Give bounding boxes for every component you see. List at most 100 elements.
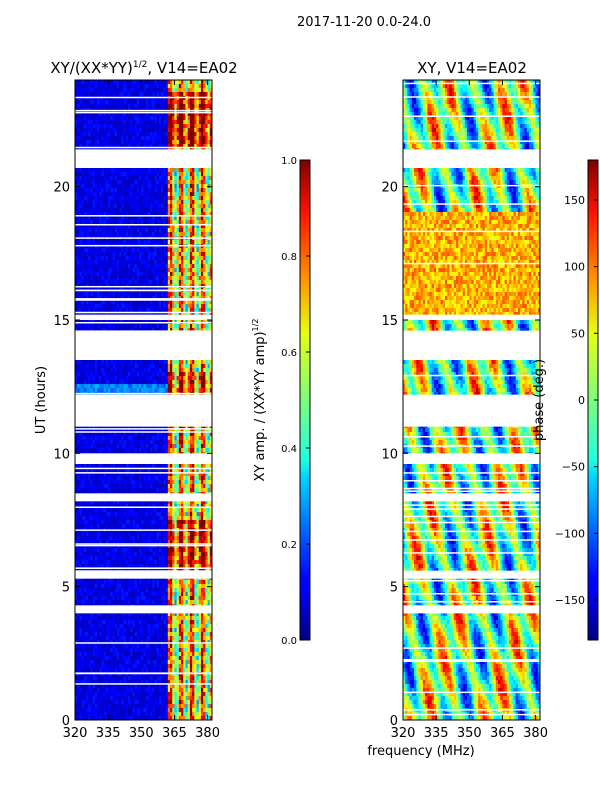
- heatmap-cell: [145, 276, 149, 281]
- heatmap-cell: [189, 80, 193, 85]
- heatmap-cell: [128, 376, 131, 381]
- heatmap-cell: [174, 372, 178, 377]
- heatmap-cell: [161, 124, 164, 129]
- heatmap-cell: [121, 272, 125, 277]
- heatmap-cell: [143, 180, 147, 185]
- heatmap-cell: [194, 232, 198, 237]
- heatmap-cell: [101, 192, 105, 197]
- heatmap-cell: [156, 172, 160, 177]
- heatmap-cell: [136, 280, 140, 285]
- heatmap-cell: [165, 100, 169, 105]
- heatmap-cell: [172, 192, 176, 197]
- heatmap-cell: [92, 272, 96, 277]
- heatmap-cell: [200, 304, 204, 309]
- heatmap-cell: [161, 140, 164, 145]
- heatmap-cell: [147, 292, 151, 297]
- heatmap-cell: [94, 272, 98, 277]
- heatmap-cell: [88, 192, 92, 197]
- heatmap-cell: [192, 364, 195, 369]
- heatmap-cell: [209, 228, 212, 233]
- heatmap-cell: [170, 172, 173, 177]
- heatmap-cell: [103, 312, 107, 317]
- heatmap-cell: [203, 240, 206, 245]
- heatmap-cell: [147, 80, 151, 85]
- heatmap-cell: [178, 176, 182, 181]
- heatmap-cell: [203, 188, 206, 193]
- heatmap-cell: [181, 232, 184, 237]
- heatmap-cell: [178, 204, 182, 209]
- heatmap-cell: [198, 188, 202, 193]
- heatmap-cell: [183, 136, 187, 141]
- heatmap-cell: [112, 196, 116, 201]
- heatmap-cell: [198, 360, 202, 365]
- heatmap-cell: [158, 232, 162, 237]
- heatmap-cell: [92, 384, 96, 389]
- heatmap-cell: [198, 92, 202, 97]
- heatmap-cell: [189, 120, 193, 125]
- heatmap-cell: [112, 212, 116, 217]
- heatmap-cell: [103, 128, 107, 133]
- heatmap-cell: [147, 120, 151, 125]
- heatmap-cell: [101, 360, 105, 365]
- heatmap-cell: [205, 144, 209, 149]
- heatmap-cell: [207, 228, 211, 233]
- heatmap-cell: [143, 304, 147, 309]
- heatmap-cell: [99, 256, 103, 261]
- heatmap-cell: [128, 120, 131, 125]
- heatmap-cell: [88, 212, 92, 217]
- heatmap-cell: [101, 380, 105, 385]
- heatmap-cell: [128, 168, 131, 173]
- heatmap-cell: [139, 96, 142, 101]
- heatmap-cell: [75, 168, 78, 173]
- heatmap-cell: [187, 220, 191, 225]
- heatmap-cell: [103, 264, 107, 269]
- heatmap-cell: [125, 116, 129, 121]
- heatmap-cell: [189, 220, 193, 225]
- heatmap-cell: [75, 264, 78, 269]
- heatmap-cell: [75, 112, 78, 117]
- heatmap-cell: [119, 372, 122, 377]
- heatmap-cell: [172, 124, 176, 129]
- heatmap-cell: [119, 276, 122, 281]
- heatmap-cell: [103, 228, 107, 233]
- heatmap-cell: [114, 112, 118, 117]
- heatmap-cell: [163, 204, 167, 209]
- heatmap-cell: [119, 140, 122, 145]
- heatmap-cell: [75, 128, 78, 133]
- heatmap-cell: [139, 304, 142, 309]
- heatmap-cell: [90, 308, 94, 313]
- heatmap-cell: [88, 176, 92, 181]
- heatmap-cell: [83, 168, 87, 173]
- heatmap-cell: [154, 224, 158, 229]
- heatmap-cell: [75, 100, 78, 105]
- heatmap-cell: [154, 260, 158, 265]
- heatmap-cell: [94, 204, 98, 209]
- heatmap-cell: [158, 264, 162, 269]
- heatmap-cell: [108, 228, 111, 233]
- heatmap-cell: [194, 188, 198, 193]
- heatmap-cell: [200, 88, 204, 93]
- heatmap-cell: [97, 96, 100, 101]
- heatmap-cell: [121, 276, 125, 281]
- heatmap-cell: [192, 92, 195, 97]
- heatmap-cell: [154, 88, 158, 93]
- heatmap-cell: [139, 248, 142, 253]
- heatmap-cell: [134, 376, 138, 381]
- heatmap-cell: [198, 372, 202, 377]
- heatmap-cell: [196, 96, 200, 101]
- heatmap-cell: [187, 248, 191, 253]
- heatmap-cell: [207, 280, 211, 285]
- heatmap-cell: [152, 308, 156, 313]
- heatmap-cell: [167, 124, 171, 129]
- heatmap-cell: [136, 104, 140, 109]
- heatmap-cell: [176, 96, 180, 101]
- heatmap-cell: [75, 192, 78, 197]
- heatmap-cell: [161, 204, 164, 209]
- heatmap-cell: [167, 136, 171, 141]
- heatmap-cell: [158, 180, 162, 185]
- heatmap-cell: [81, 384, 85, 389]
- heatmap-cell: [205, 196, 209, 201]
- heatmap-cell: [165, 184, 169, 189]
- heatmap-cell: [83, 136, 87, 141]
- heatmap-cell: [101, 300, 105, 305]
